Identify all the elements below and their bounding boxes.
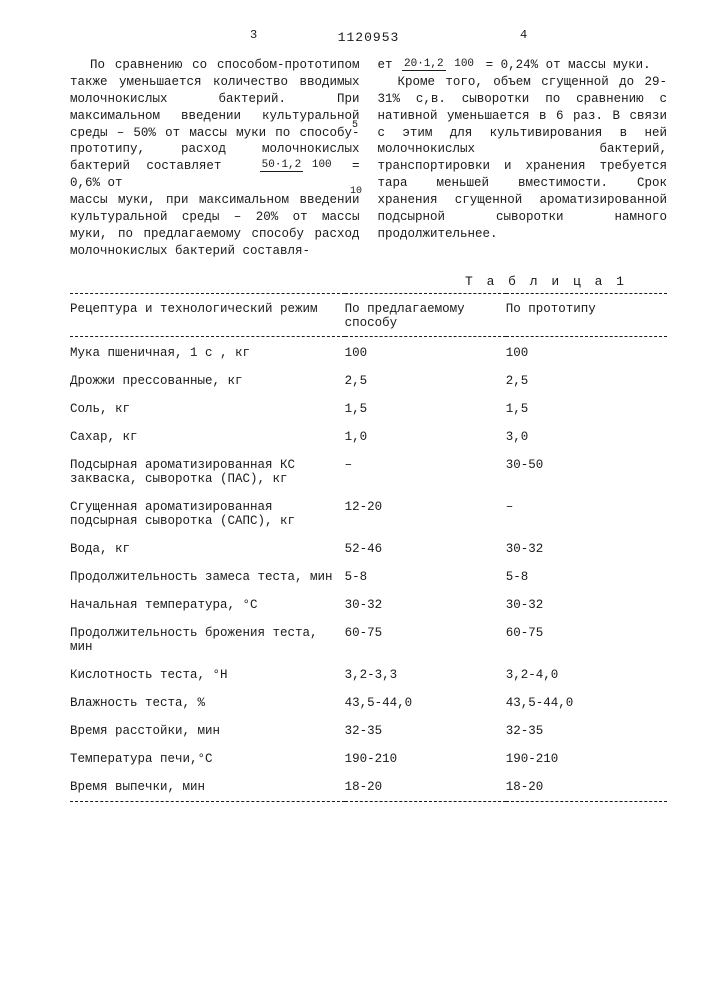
table-cell: Сгущенная ароматизированная подсырная сы… [70,493,345,535]
left-column: По сравнению со способом-прототипом такж… [70,57,360,260]
table-cell: 18-20 [506,773,667,802]
frac1-den: 100 [310,159,334,171]
table-cell: 30-32 [506,591,667,619]
table-cell: – [506,493,667,535]
table-cell: 12-20 [345,493,506,535]
table-row: Влажность теста, %43,5-44,043,5-44,0 [70,689,667,717]
table-row: Продолжительность брожения теста, мин60-… [70,619,667,661]
table-cell: 43,5-44,0 [506,689,667,717]
table-cell: Мука пшеничная, 1 с , кг [70,339,345,367]
table-header-1: Рецептура и технологический режим [70,296,345,337]
table-row: Начальная температура, °С30-3230-32 [70,591,667,619]
frac2-den: 100 [452,58,476,70]
right-column: ет 20·1,2 100 = 0,24% от массы муки. Кро… [378,57,668,260]
table-row: Дрожжи прессованные, кг2,52,5 [70,367,667,395]
fraction-2: 20·1,2 100 [402,59,476,70]
table-cell: 1,5 [345,395,506,423]
table-cell: Соль, кг [70,395,345,423]
table-row: Сгущенная ароматизированная подсырная сы… [70,493,667,535]
table-cell: 32-35 [506,717,667,745]
table-cell: Сахар, кг [70,423,345,451]
table-cell: Кислотность теста, °Н [70,661,345,689]
left-p1a: По сравнению со способом-прототипом такж… [70,58,360,173]
text-columns: 5 10 По сравнению со способом-прототипом… [70,57,667,260]
recipe-table: Рецептура и технологический режим По пре… [70,293,667,804]
table-cell: 52-46 [345,535,506,563]
table-cell: 3,2-4,0 [506,661,667,689]
table-cell: 3,0 [506,423,667,451]
table-row: Соль, кг1,51,5 [70,395,667,423]
table-cell: Подсырная ароматизированная КС закваска,… [70,451,345,493]
table-cell: 190-210 [345,745,506,773]
right-para-2: Кроме того, объем сгущенной до 29-31% с,… [378,74,668,243]
table-cell: Вода, кг [70,535,345,563]
table-row: Вода, кг52-4630-32 [70,535,667,563]
table-caption: Т а б л и ц а 1 [70,274,627,289]
table-row: Мука пшеничная, 1 с , кг100100 [70,339,667,367]
table-cell: Время выпечки, мин [70,773,345,802]
frac2-num: 20·1,2 [402,58,446,71]
fraction-1: 50·1,2 100 [240,160,334,171]
table-header-row: Рецептура и технологический режим По пре… [70,296,667,337]
table-row: Подсырная ароматизированная КС закваска,… [70,451,667,493]
left-para-2: массы муки, при максимальном введении ку… [70,192,360,260]
table-cell: 18-20 [345,773,506,802]
table-cell: 2,5 [506,367,667,395]
table-cell: 1,5 [506,395,667,423]
page-number-right: 4 [520,28,527,42]
table-cell: Продолжительность брожения теста, мин [70,619,345,661]
table-row: Время расстойки, мин32-3532-35 [70,717,667,745]
table-cell: 32-35 [345,717,506,745]
table-cell: 2,5 [345,367,506,395]
line-marker-5: 5 [352,119,358,133]
table-header-2: По предлагаемому способу [345,296,506,337]
table-cell: 190-210 [506,745,667,773]
table-row: Кислотность теста, °Н3,2-3,33,2-4,0 [70,661,667,689]
table-cell: 30-32 [506,535,667,563]
table-cell: 5-8 [506,563,667,591]
table-cell: 30-32 [345,591,506,619]
right-p1a: ет [378,58,401,72]
table-row: Время выпечки, мин18-2018-20 [70,773,667,802]
frac1-num: 50·1,2 [260,159,304,172]
table-cell: – [345,451,506,493]
line-marker-10: 10 [350,185,362,199]
right-para-1: ет 20·1,2 100 = 0,24% от массы муки. [378,57,668,74]
table-cell: Дрожжи прессованные, кг [70,367,345,395]
table-row: Сахар, кг1,03,0 [70,423,667,451]
table-cell: 60-75 [345,619,506,661]
table-cell: 5-8 [345,563,506,591]
table-cell: 100 [506,339,667,367]
left-para-1: По сравнению со способом-прототипом такж… [70,57,360,192]
table-cell: 43,5-44,0 [345,689,506,717]
table-cell: 100 [345,339,506,367]
table-cell: Начальная температура, °С [70,591,345,619]
document-number: 1120953 [70,30,667,45]
table-cell: Время расстойки, мин [70,717,345,745]
table-row: Продолжительность замеса теста, мин5-85-… [70,563,667,591]
table-cell: 30-50 [506,451,667,493]
table-cell: Влажность теста, % [70,689,345,717]
table-cell: Температура печи,°С [70,745,345,773]
table-header-3: По прототипу [506,296,667,337]
table-cell: Продолжительность замеса теста, мин [70,563,345,591]
table-cell: 1,0 [345,423,506,451]
table-cell: 3,2-3,3 [345,661,506,689]
right-p1b: = 0,24% от массы муки. [486,58,651,72]
table-row: Температура печи,°С190-210190-210 [70,745,667,773]
table-cell: 60-75 [506,619,667,661]
page-number-left: 3 [250,28,257,42]
